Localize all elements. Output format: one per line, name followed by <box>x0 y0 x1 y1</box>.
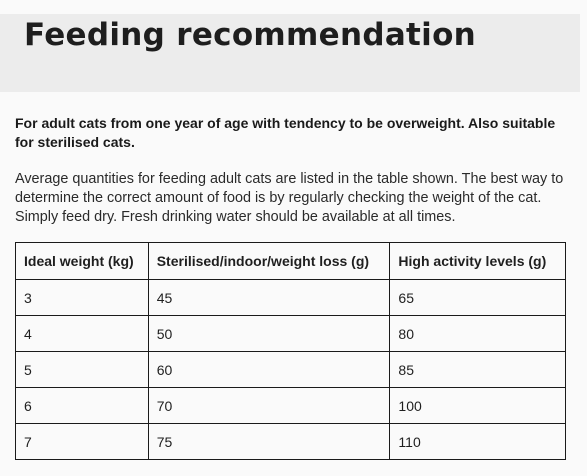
feeding-table: Ideal weight (kg) Sterilised/indoor/weig… <box>15 242 566 460</box>
table-row: 5 60 85 <box>15 351 566 388</box>
cell-high-activity-amount: 85 <box>389 351 566 388</box>
table-row: 4 50 80 <box>15 315 566 352</box>
cell-high-activity-amount: 65 <box>389 279 566 316</box>
cell-high-activity-amount: 80 <box>389 315 566 352</box>
cell-ideal-weight: 6 <box>15 387 149 424</box>
lead-paragraph: For adult cats from one year of age with… <box>15 115 556 150</box>
cell-sterilised-amount: 60 <box>147 351 391 388</box>
table-row: 7 75 110 <box>15 423 566 460</box>
header-sterilised-indoor: Sterilised/indoor/weight loss (g) <box>147 242 391 280</box>
cell-sterilised-amount: 75 <box>147 423 391 460</box>
cell-high-activity-amount: 110 <box>389 423 566 460</box>
cell-high-activity-amount: 100 <box>389 387 566 424</box>
cell-sterilised-amount: 50 <box>147 315 391 352</box>
title-band <box>0 14 580 92</box>
table-header-row: Ideal weight (kg) Sterilised/indoor/weig… <box>15 242 566 280</box>
description-paragraph: Average quantities for feeding adult cat… <box>15 171 564 225</box>
cell-ideal-weight: 3 <box>15 279 149 316</box>
cell-sterilised-amount: 70 <box>147 387 391 424</box>
cell-ideal-weight: 4 <box>15 315 149 352</box>
cell-ideal-weight: 7 <box>15 423 149 460</box>
table-row: 3 45 65 <box>15 279 566 316</box>
cell-ideal-weight: 5 <box>15 351 149 388</box>
header-ideal-weight: Ideal weight (kg) <box>15 242 149 280</box>
header-high-activity: High activity levels (g) <box>389 242 566 280</box>
cell-sterilised-amount: 45 <box>147 279 391 316</box>
table-row: 6 70 100 <box>15 387 566 424</box>
page-title: Feeding recommendation <box>24 17 477 53</box>
